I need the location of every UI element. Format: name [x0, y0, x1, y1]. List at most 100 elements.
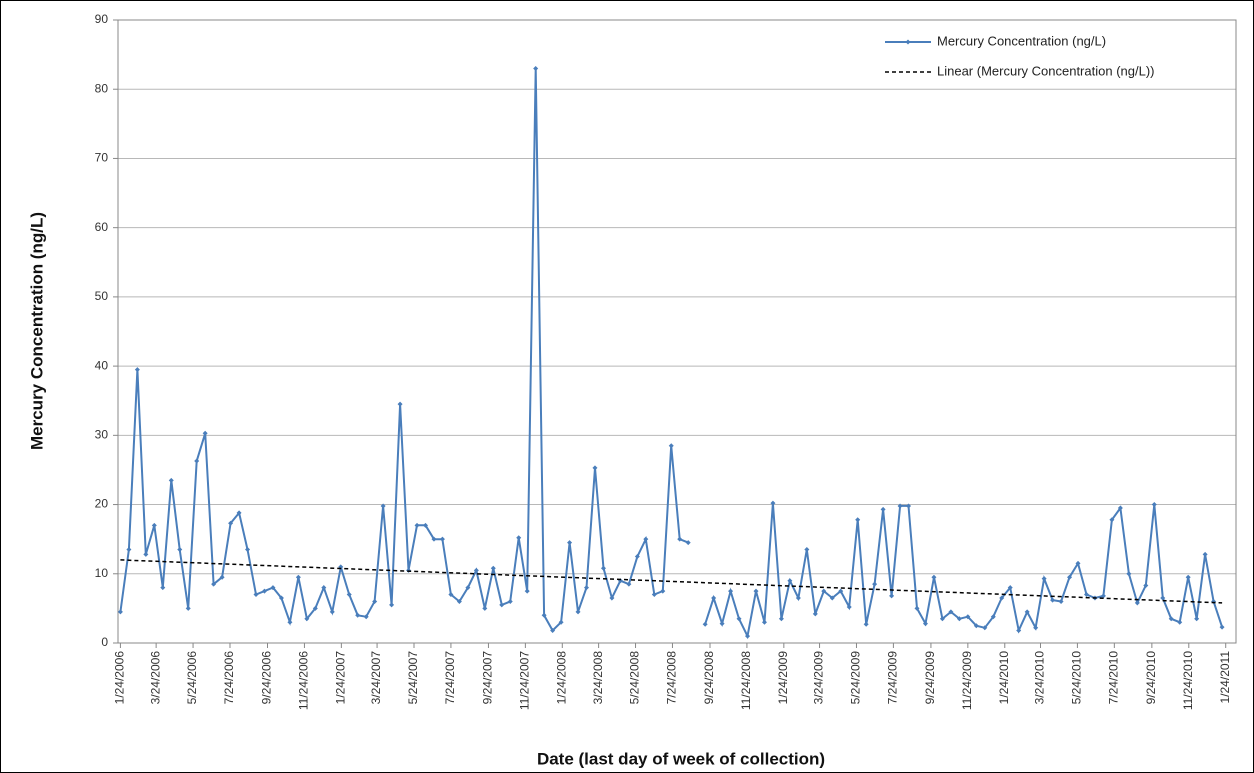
data-point	[914, 605, 920, 611]
data-point	[177, 547, 183, 553]
data-point	[211, 581, 217, 587]
data-point	[287, 619, 293, 625]
x-tick-label: 5/24/2008	[628, 651, 642, 705]
x-tick-label: 1/24/2008	[554, 651, 568, 705]
data-point	[117, 609, 123, 615]
data-point	[711, 595, 717, 601]
data-point	[1058, 598, 1064, 604]
data-point	[939, 616, 945, 622]
data-point	[194, 458, 200, 464]
data-point	[219, 574, 225, 580]
x-tick-label: 11/24/2009	[960, 651, 974, 710]
x-tick-label: 5/24/2010	[1070, 651, 1084, 705]
data-point	[855, 517, 861, 523]
data-point	[643, 536, 649, 542]
data-point	[1151, 502, 1157, 508]
data-point	[1168, 616, 1174, 622]
data-point	[567, 540, 573, 546]
data-point	[634, 553, 640, 559]
data-point	[389, 602, 395, 608]
data-point	[897, 503, 903, 509]
x-tick-label: 5/24/2009	[849, 651, 863, 705]
x-tick-label: 11/24/2010	[1181, 651, 1195, 710]
data-point	[778, 616, 784, 622]
data-point	[414, 522, 420, 528]
data-point	[1143, 583, 1149, 589]
data-point	[906, 503, 912, 509]
x-tick-label: 7/24/2009	[886, 651, 900, 705]
data-point	[1177, 619, 1183, 625]
data-point	[1033, 625, 1039, 631]
data-point	[1185, 574, 1191, 580]
data-point	[1016, 628, 1022, 634]
data-point	[736, 616, 742, 622]
plot-area	[117, 19, 1237, 644]
data-point	[1041, 576, 1047, 582]
data-point	[541, 612, 547, 618]
data-point	[982, 625, 988, 631]
data-point	[1134, 600, 1140, 606]
data-point	[253, 592, 259, 598]
data-point	[228, 520, 234, 526]
x-tick-label: 7/24/2010	[1107, 651, 1121, 705]
data-point	[1100, 593, 1106, 599]
x-tick-label: 5/24/2007	[406, 651, 420, 705]
data-point	[651, 592, 657, 598]
series-line	[119, 68, 1224, 640]
data-point	[550, 628, 556, 634]
x-tick-label: 7/24/2008	[665, 651, 679, 705]
y-tick-label: 40	[95, 358, 109, 372]
data-point	[236, 510, 242, 516]
data-point	[160, 585, 166, 591]
data-point	[473, 567, 479, 573]
data-point	[482, 605, 488, 611]
legend-marker	[905, 39, 911, 45]
data-point	[965, 614, 971, 620]
x-tick-label: 1/24/2011	[1218, 651, 1232, 704]
data-point	[1194, 616, 1200, 622]
data-point	[745, 633, 751, 639]
data-point	[990, 614, 996, 620]
x-tick-label: 3/24/2007	[369, 651, 383, 705]
data-point	[507, 598, 513, 604]
x-tick-label: 11/24/2008	[739, 651, 753, 710]
x-axis-label: Date (last day of week of collection)	[537, 749, 825, 768]
x-tick-label: 1/24/2006	[113, 651, 127, 705]
x-tick-label: 5/24/2006	[185, 651, 199, 705]
data-point	[346, 592, 352, 598]
data-point	[185, 605, 191, 611]
data-point	[1007, 585, 1013, 591]
y-tick-label: 90	[95, 12, 109, 26]
data-point	[863, 621, 869, 627]
data-point	[143, 551, 149, 557]
data-point	[134, 367, 140, 373]
x-tick-label: 1/24/2007	[334, 651, 348, 705]
x-tick-label: 7/24/2006	[222, 651, 236, 705]
data-point	[838, 588, 844, 594]
data-point	[304, 616, 310, 622]
y-tick-label: 70	[95, 151, 109, 165]
y-tick-label: 60	[95, 220, 109, 234]
x-tick-label: 3/24/2006	[148, 651, 162, 705]
data-point	[956, 616, 962, 622]
data-point	[753, 588, 759, 594]
data-point	[702, 621, 708, 627]
data-point	[456, 598, 462, 604]
data-point	[439, 536, 445, 542]
data-point	[829, 595, 835, 601]
data-point	[575, 609, 581, 615]
data-point	[1050, 597, 1056, 603]
y-tick-label: 0	[101, 635, 108, 649]
data-point	[295, 574, 301, 580]
x-tick-label: 3/24/2010	[1033, 651, 1047, 705]
x-tick-label: 11/24/2006	[297, 651, 311, 710]
data-point	[812, 611, 818, 617]
data-point	[1024, 609, 1030, 615]
data-point	[626, 581, 632, 587]
data-point	[770, 500, 776, 506]
y-axis-label: Mercury Concentration (ng/L)	[27, 212, 46, 450]
y-tick-label: 20	[95, 497, 109, 511]
x-tick-label: 3/24/2008	[591, 651, 605, 705]
trend-line	[120, 559, 1223, 604]
